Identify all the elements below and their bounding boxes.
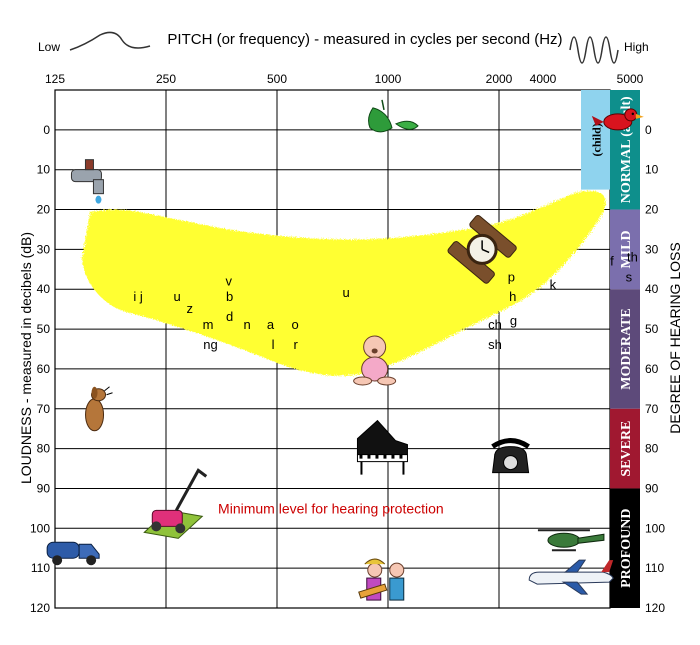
leaves-icon: [368, 99, 419, 133]
y-tick-label-left: 70: [37, 402, 51, 416]
y-tick-label-left: 50: [37, 322, 51, 336]
band-moderate: [610, 289, 640, 409]
truck-icon: [46, 541, 100, 566]
y-tick-label-left: 100: [30, 521, 50, 535]
chart-title: PITCH (or frequency) - measured in cycle…: [167, 31, 562, 48]
y-tick-label-left: 80: [37, 442, 51, 456]
lawnmower-icon: [143, 468, 208, 539]
high-wave-icon: [569, 36, 619, 64]
y-tick-label-right: 50: [645, 322, 659, 336]
x-tick-label: 2000: [486, 72, 513, 86]
speech-sound-label: sh: [488, 337, 502, 352]
y-tick-label-right: 60: [645, 362, 659, 376]
x-tick-label: 5000: [617, 72, 644, 86]
speech-sound-label: g: [510, 313, 517, 328]
y-tick-label-right: 100: [645, 521, 665, 535]
y-tick-label-left: 0: [43, 123, 50, 137]
speech-sound-label: m: [203, 317, 214, 332]
y-tick-label-right: 90: [645, 481, 659, 495]
band-profound-label: PROFOUND: [619, 509, 634, 588]
faucet-icon: [70, 159, 104, 204]
speech-sound-label: n: [244, 317, 251, 332]
y-tick-label-right: 10: [645, 163, 659, 177]
band-mild-label: MILD: [619, 230, 634, 268]
speech-sound-label: b: [226, 289, 233, 304]
helicopter-icon: [537, 529, 605, 552]
rock-band-icon: [358, 558, 405, 601]
y-tick-label-left: 90: [37, 481, 51, 495]
speech-sound-label: s: [626, 269, 633, 284]
band-severe-label: SEVERE: [619, 421, 634, 477]
speech-sound-label: l: [272, 337, 275, 352]
x-tick-label: 1000: [375, 72, 402, 86]
speech-sound-label: h: [509, 289, 516, 304]
baby-icon: [353, 335, 397, 386]
speech-sound-label: d: [226, 309, 233, 324]
y-tick-label-left: 10: [37, 163, 51, 177]
y-tick-label-right: 40: [645, 282, 659, 296]
y-tick-label-right: 0: [645, 123, 652, 137]
x-tick-label: 250: [156, 72, 176, 86]
dog-icon: [85, 386, 113, 432]
telephone-icon: [491, 438, 530, 474]
pitch-high-label: High: [624, 40, 649, 54]
y-tick-label-left: 60: [37, 362, 51, 376]
x-tick-label: 500: [267, 72, 287, 86]
y-tick-label-right: 120: [645, 601, 665, 615]
y-tick-label-left: 120: [30, 601, 50, 615]
speech-sound-label: u: [174, 289, 181, 304]
speech-sound-label: o: [292, 317, 299, 332]
band-mild: [610, 209, 640, 290]
y-tick-label-left: 20: [37, 203, 51, 217]
speech-sound-label: p: [508, 269, 515, 284]
watch-icon: [447, 215, 517, 284]
speech-sound-label: k: [550, 277, 557, 292]
y-tick-label-left: 30: [37, 242, 51, 256]
speech-sound-label: th: [627, 249, 638, 264]
band-moderate-label: MODERATE: [619, 308, 634, 389]
speech-sound-label: f: [610, 253, 614, 268]
speech-banana: [82, 190, 606, 376]
hearing-protection-label: Minimum level for hearing protection: [218, 500, 444, 516]
y-tick-label-right: 20: [645, 203, 659, 217]
piano-icon: [356, 419, 408, 475]
pitch-low-label: Low: [38, 40, 60, 54]
y-tick-label-right: 110: [645, 561, 664, 575]
bird-icon: [591, 108, 644, 131]
x-tick-label: 4000: [530, 72, 557, 86]
low-wave-icon: [69, 31, 151, 51]
speech-sound-label: r: [294, 337, 299, 352]
y-tick-label-right: 80: [645, 442, 659, 456]
speech-sound-label: ng: [203, 337, 217, 352]
speech-sound-label: i j: [133, 289, 143, 304]
speech-sound-label: v: [226, 273, 233, 288]
band--child: [581, 90, 610, 190]
right-axis-label: DEGREE OF HEARING LOSS: [667, 242, 683, 433]
speech-sound-label: z: [187, 301, 194, 316]
y-tick-label-right: 30: [645, 242, 659, 256]
axis-ticks: 125 250 500 1000 2000 4000 5000 0 0 10 10 20 20 30 30 4…: [30, 72, 665, 615]
speech-sound-label: ch: [488, 317, 502, 332]
x-tick-label: 125: [45, 72, 65, 86]
speech-sound-label: a: [267, 317, 275, 332]
annotations: Minimum level for hearing protection: [218, 500, 444, 516]
band--child-label: (child): [590, 123, 604, 156]
y-tick-label-left: 40: [37, 282, 51, 296]
y-tick-label-right: 70: [645, 402, 659, 416]
speech-banana-shape: [82, 190, 606, 376]
speech-sound-label: u: [343, 285, 350, 300]
sound-source-icons: [46, 99, 644, 601]
airplane-icon: [528, 559, 614, 595]
band-severe: [610, 408, 640, 489]
band-profound: [610, 488, 640, 608]
y-axis-label: LOUDNESS - measured in decibels (dB): [18, 232, 34, 484]
y-tick-label-left: 110: [31, 561, 50, 575]
